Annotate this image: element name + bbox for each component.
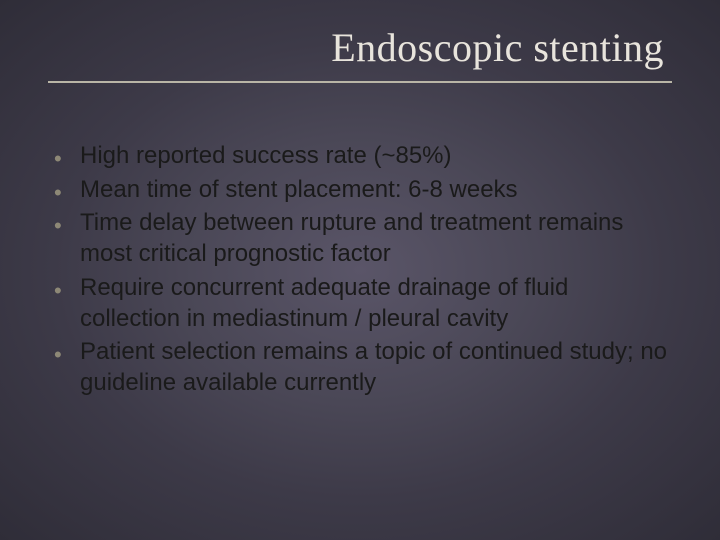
bullet-text: High reported success rate (~85%) xyxy=(80,141,670,172)
bullet-text: Require concurrent adequate drainage of … xyxy=(80,273,670,334)
bullet-text: Time delay between rupture and treatment… xyxy=(80,208,670,269)
bullet-text: Patient selection remains a topic of con… xyxy=(80,337,670,398)
bullet-item: •Patient selection remains a topic of co… xyxy=(54,337,670,398)
bullet-icon: • xyxy=(54,273,80,302)
bullet-icon: • xyxy=(54,175,80,204)
bullet-item: •Mean time of stent placement: 6-8 weeks xyxy=(54,175,670,206)
bullet-icon: • xyxy=(54,337,80,366)
bullet-item: •Require concurrent adequate drainage of… xyxy=(54,273,670,334)
slide-container: Endoscopic stenting •High reported succe… xyxy=(0,0,720,540)
bullet-item: •High reported success rate (~85%) xyxy=(54,141,670,172)
slide-title: Endoscopic stenting xyxy=(50,24,670,81)
bullet-item: •Time delay between rupture and treatmen… xyxy=(54,208,670,269)
bullet-text: Mean time of stent placement: 6-8 weeks xyxy=(80,175,670,206)
bullet-icon: • xyxy=(54,141,80,170)
bullet-list: •High reported success rate (~85%)•Mean … xyxy=(54,141,670,399)
slide-body: •High reported success rate (~85%)•Mean … xyxy=(50,83,670,399)
bullet-icon: • xyxy=(54,208,80,237)
